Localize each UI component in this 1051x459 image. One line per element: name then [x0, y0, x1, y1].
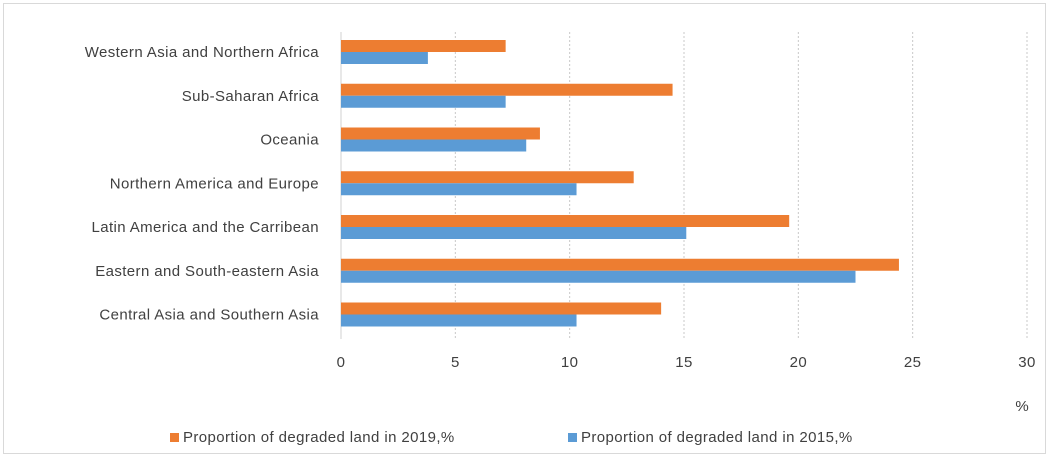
x-tick-label: 20 — [790, 354, 808, 371]
x-tick-label: 25 — [904, 354, 922, 371]
legend-label: Proportion of degraded land in 2019,% — [183, 429, 455, 446]
legend-label: Proportion of degraded land in 2015,% — [581, 429, 853, 446]
bar-2019-2 — [341, 127, 540, 140]
category-label: Latin America and the Carribean — [91, 219, 319, 236]
category-label: Eastern and South-eastern Asia — [95, 263, 319, 280]
bars — [341, 40, 899, 327]
x-tick-label: 0 — [337, 354, 346, 371]
bar-2015-3 — [341, 183, 577, 196]
bar-2019-5 — [341, 258, 899, 271]
x-axis-ticks: 0 5 10 15 20 25 30 — [337, 354, 1036, 371]
legend: Proportion of degraded land in 2019,% Pro… — [170, 429, 853, 446]
bar-2015-0 — [341, 52, 428, 64]
bar-2019-3 — [341, 171, 634, 184]
category-label: Oceania — [260, 132, 319, 149]
category-labels: Western Asia and Northern Africa Sub-Saha… — [85, 44, 320, 324]
x-tick-label: 30 — [1018, 354, 1036, 371]
bar-2019-4 — [341, 215, 790, 227]
category-label: Central Asia and Southern Asia — [99, 307, 319, 324]
category-label: Northern America and Europe — [110, 175, 319, 192]
bar-2015-6 — [341, 314, 577, 327]
bar-2015-1 — [341, 95, 506, 108]
legend-swatch — [568, 433, 577, 442]
category-label: Sub-Saharan Africa — [182, 88, 320, 105]
legend-swatch — [170, 433, 179, 442]
category-label: Western Asia and Northern Africa — [85, 44, 320, 61]
x-tick-label: 5 — [451, 354, 460, 371]
bar-2019-6 — [341, 302, 662, 315]
bar-2019-1 — [341, 83, 673, 96]
bar-2015-4 — [341, 227, 687, 239]
x-tick-label: 10 — [561, 354, 579, 371]
bar-2015-5 — [341, 270, 856, 283]
bar-2019-0 — [341, 40, 506, 52]
x-tick-label: 15 — [675, 354, 693, 371]
x-axis-unit-label: % — [1015, 398, 1028, 415]
bar-2015-2 — [341, 139, 527, 152]
